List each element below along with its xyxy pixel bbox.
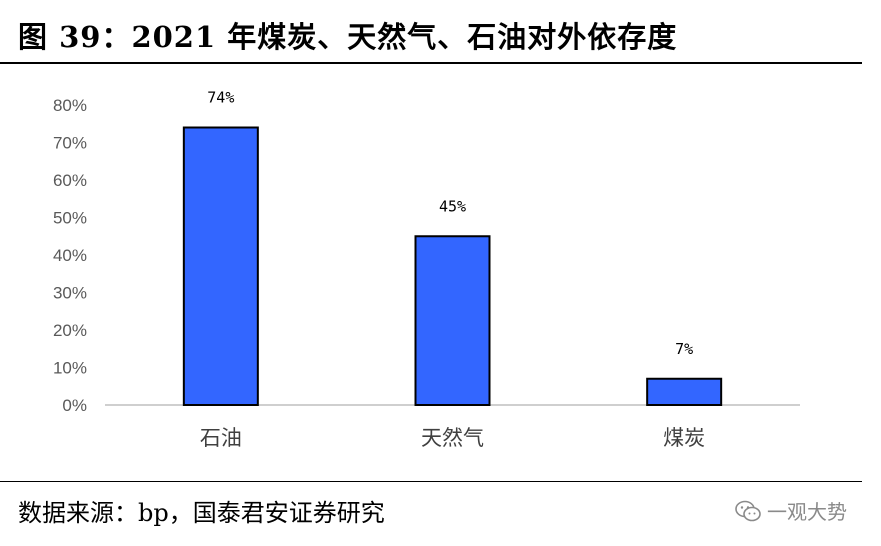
data-label: 45%	[439, 197, 466, 215]
data-label: 7%	[675, 340, 693, 358]
chart-title: 图 39：2021 年煤炭、天然气、石油对外依存度	[18, 20, 678, 54]
y-tick-label: 50%	[53, 209, 87, 228]
footer-divider	[0, 481, 862, 482]
y-tick-label: 30%	[53, 284, 87, 303]
y-tick-label: 40%	[53, 246, 87, 265]
y-tick-label: 70%	[53, 134, 87, 153]
bar-3	[646, 377, 723, 406]
x-category-label: 天然气	[421, 426, 484, 450]
y-tick-label: 0%	[62, 396, 87, 415]
y-tick-label: 60%	[53, 171, 87, 190]
data-label: 74%	[207, 89, 234, 107]
y-tick-label: 80%	[53, 96, 87, 115]
x-category-label: 石油	[200, 426, 242, 450]
bar-1	[182, 126, 259, 406]
x-category-label: 煤炭	[663, 426, 705, 450]
y-tick-label: 10%	[53, 359, 87, 378]
source-note: 数据来源：bp，国泰君安证券研究	[18, 499, 385, 527]
bar-chart: 0% 10% 20% 30% 40% 50% 60% 70% 80% 74% 石油 45% 天然气 7% 煤…	[53, 89, 800, 450]
y-tick-label: 20%	[53, 321, 87, 340]
watermark: 一观大势	[735, 496, 847, 525]
bar-2	[414, 235, 491, 406]
wechat-icon	[735, 500, 761, 521]
title-divider	[0, 62, 862, 64]
watermark-text: 一观大势	[767, 500, 847, 524]
